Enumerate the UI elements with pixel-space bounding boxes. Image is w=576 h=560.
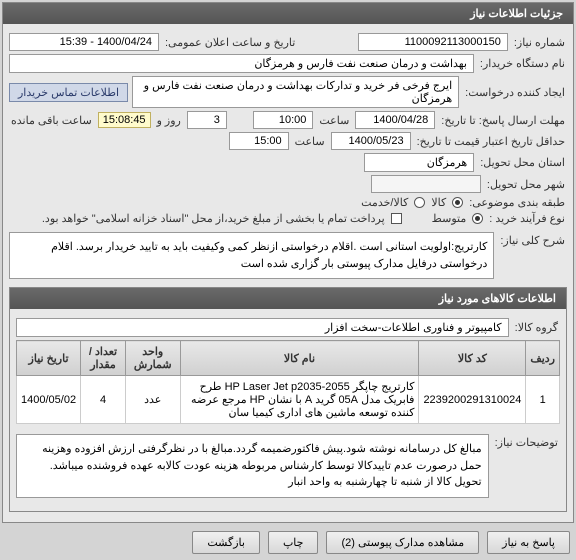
need-no-label: شماره نیاز:	[512, 36, 567, 49]
cell-code: 2239200291310024	[419, 376, 526, 424]
main-desc-label: شرح کلی نیاز:	[498, 228, 567, 247]
province-label: استان محل تحویل:	[478, 156, 567, 169]
row-main-desc: شرح کلی نیاز: کارتریج:اولویت استانی است …	[9, 228, 567, 283]
main-desc-box: کارتریج:اولویت استانی است .اقلام درخواست…	[9, 232, 494, 279]
goods-table: ردیف کد کالا نام کالا واحد شمارش تعداد /…	[16, 340, 560, 424]
col-code: کد کالا	[419, 341, 526, 376]
validity-time: 15:00	[229, 132, 289, 150]
contact-buyer-button[interactable]: اطلاعات تماس خریدار	[9, 83, 128, 102]
goods-group-label: گروه کالا:	[513, 321, 560, 334]
row-city: شهر محل تحویل:	[9, 175, 567, 193]
goods-body: گروه کالا: کامپیوتر و فناوری اطلاعات-سخت…	[10, 309, 566, 511]
province-value: هرمزگان	[364, 153, 474, 172]
cell-qty: 4	[81, 376, 126, 424]
remaining-label: ساعت باقی مانده	[9, 114, 94, 127]
row-notes: توضیحات نیاز: مبالغ کل درسامانه نوشته شو…	[16, 430, 560, 502]
purchase-type-label: نوع فرآیند خرید :	[487, 212, 567, 225]
pay-note: پرداخت تمام یا بخشی از مبلغ خرید،از محل …	[40, 212, 387, 225]
col-date: تاریخ نیاز	[17, 341, 81, 376]
back-button[interactable]: بازگشت	[192, 531, 260, 554]
days-remaining: 3	[187, 111, 227, 129]
treasury-checkbox[interactable]	[391, 213, 402, 224]
row-need-no: شماره نیاز: 1100092113000150 تاریخ و ساع…	[9, 33, 567, 51]
purchase-type-radios: متوسط	[430, 212, 484, 225]
creator-label: ایجاد کننده درخواست:	[463, 86, 567, 99]
col-unit: واحد شمارش	[125, 341, 180, 376]
col-name: نام کالا	[180, 341, 419, 376]
buyer-value: بهداشت و درمان صنعت نفت فارس و هرمزگان	[9, 54, 474, 73]
city-label: شهر محل تحویل:	[485, 178, 567, 191]
row-classification: طبقه بندی موضوعی: کالا کالا/خدمت	[9, 196, 567, 209]
cell-unit: عدد	[125, 376, 180, 424]
notes-label: توضیحات نیاز:	[493, 430, 560, 449]
cell-date: 1400/05/02	[17, 376, 81, 424]
deadline-time: 10:00	[253, 111, 313, 129]
row-buyer: نام دستگاه خریدار: بهداشت و درمان صنعت ن…	[9, 54, 567, 73]
goods-header: اطلاعات کالاهای مورد نیاز	[10, 288, 566, 309]
panel-body: شماره نیاز: 1100092113000150 تاریخ و ساع…	[3, 24, 573, 522]
deadline-date: 1400/04/28	[355, 111, 435, 129]
col-row: ردیف	[526, 341, 560, 376]
bottom-toolbar: پاسخ به نیاز مشاهده مدارک پیوستی (2) چاپ…	[0, 525, 576, 560]
opt-kala: کالا	[429, 196, 448, 209]
table-row[interactable]: 1 2239200291310024 کارتریج چاپگر HP Lase…	[17, 376, 560, 424]
announce-label: تاریخ و ساعت اعلان عمومی:	[163, 36, 297, 49]
need-no-value: 1100092113000150	[358, 33, 508, 51]
buyer-label: نام دستگاه خریدار:	[478, 57, 567, 70]
opt-service: کالا/خدمت	[359, 196, 410, 209]
radio-kala[interactable]	[452, 197, 463, 208]
classification-radios: کالا کالا/خدمت	[359, 196, 463, 209]
row-deadline: مهلت ارسال پاسخ: تا تاریخ: 1400/04/28 سا…	[9, 111, 567, 129]
panel-title: جزئیات اطلاعات نیاز	[3, 3, 573, 24]
validity-label: حداقل تاریخ اعتبار قیمت تا تاریخ:	[415, 135, 567, 148]
time-label-1: ساعت	[317, 114, 351, 127]
validity-date: 1400/05/23	[331, 132, 411, 150]
col-qty: تعداد / مقدار	[81, 341, 126, 376]
cell-name: کارتریج چاپگر HP Laser Jet p2035-2055 طر…	[180, 376, 419, 424]
radio-service[interactable]	[414, 197, 425, 208]
creator-value: ایرج فرخی فر خرید و تدارکات بهداشت و درم…	[132, 76, 459, 108]
attachments-button[interactable]: مشاهده مدارک پیوستی (2)	[326, 531, 479, 554]
opt-low: متوسط	[430, 212, 469, 225]
goods-group-value: کامپیوتر و فناوری اطلاعات-سخت افزار	[16, 318, 509, 337]
notes-box: مبالغ کل درسامانه نوشته شود.پیش فاکتورضم…	[16, 434, 489, 498]
classification-label: طبقه بندی موضوعی:	[467, 196, 567, 209]
table-header-row: ردیف کد کالا نام کالا واحد شمارش تعداد /…	[17, 341, 560, 376]
city-value	[371, 175, 481, 193]
reply-button[interactable]: پاسخ به نیاز	[487, 531, 570, 554]
countdown-timer: 15:08:45	[98, 112, 151, 128]
main-panel: جزئیات اطلاعات نیاز شماره نیاز: 11000921…	[2, 2, 574, 523]
print-button[interactable]: چاپ	[268, 531, 319, 554]
row-province: استان محل تحویل: هرمزگان	[9, 153, 567, 172]
announce-value: 1400/04/24 - 15:39	[9, 33, 159, 51]
time-label-2: ساعت	[293, 135, 327, 148]
row-validity: حداقل تاریخ اعتبار قیمت تا تاریخ: 1400/0…	[9, 132, 567, 150]
day-and-label: روز و	[155, 114, 183, 127]
row-purchase-type: نوع فرآیند خرید : متوسط پرداخت تمام یا ب…	[9, 212, 567, 225]
row-goods-group: گروه کالا: کامپیوتر و فناوری اطلاعات-سخت…	[16, 318, 560, 337]
goods-panel: اطلاعات کالاهای مورد نیاز گروه کالا: کام…	[9, 287, 567, 512]
cell-idx: 1	[526, 376, 560, 424]
row-creator: ایجاد کننده درخواست: ایرج فرخی فر خرید و…	[9, 76, 567, 108]
radio-low[interactable]	[472, 213, 483, 224]
deadline-label: مهلت ارسال پاسخ: تا تاریخ:	[439, 114, 567, 127]
